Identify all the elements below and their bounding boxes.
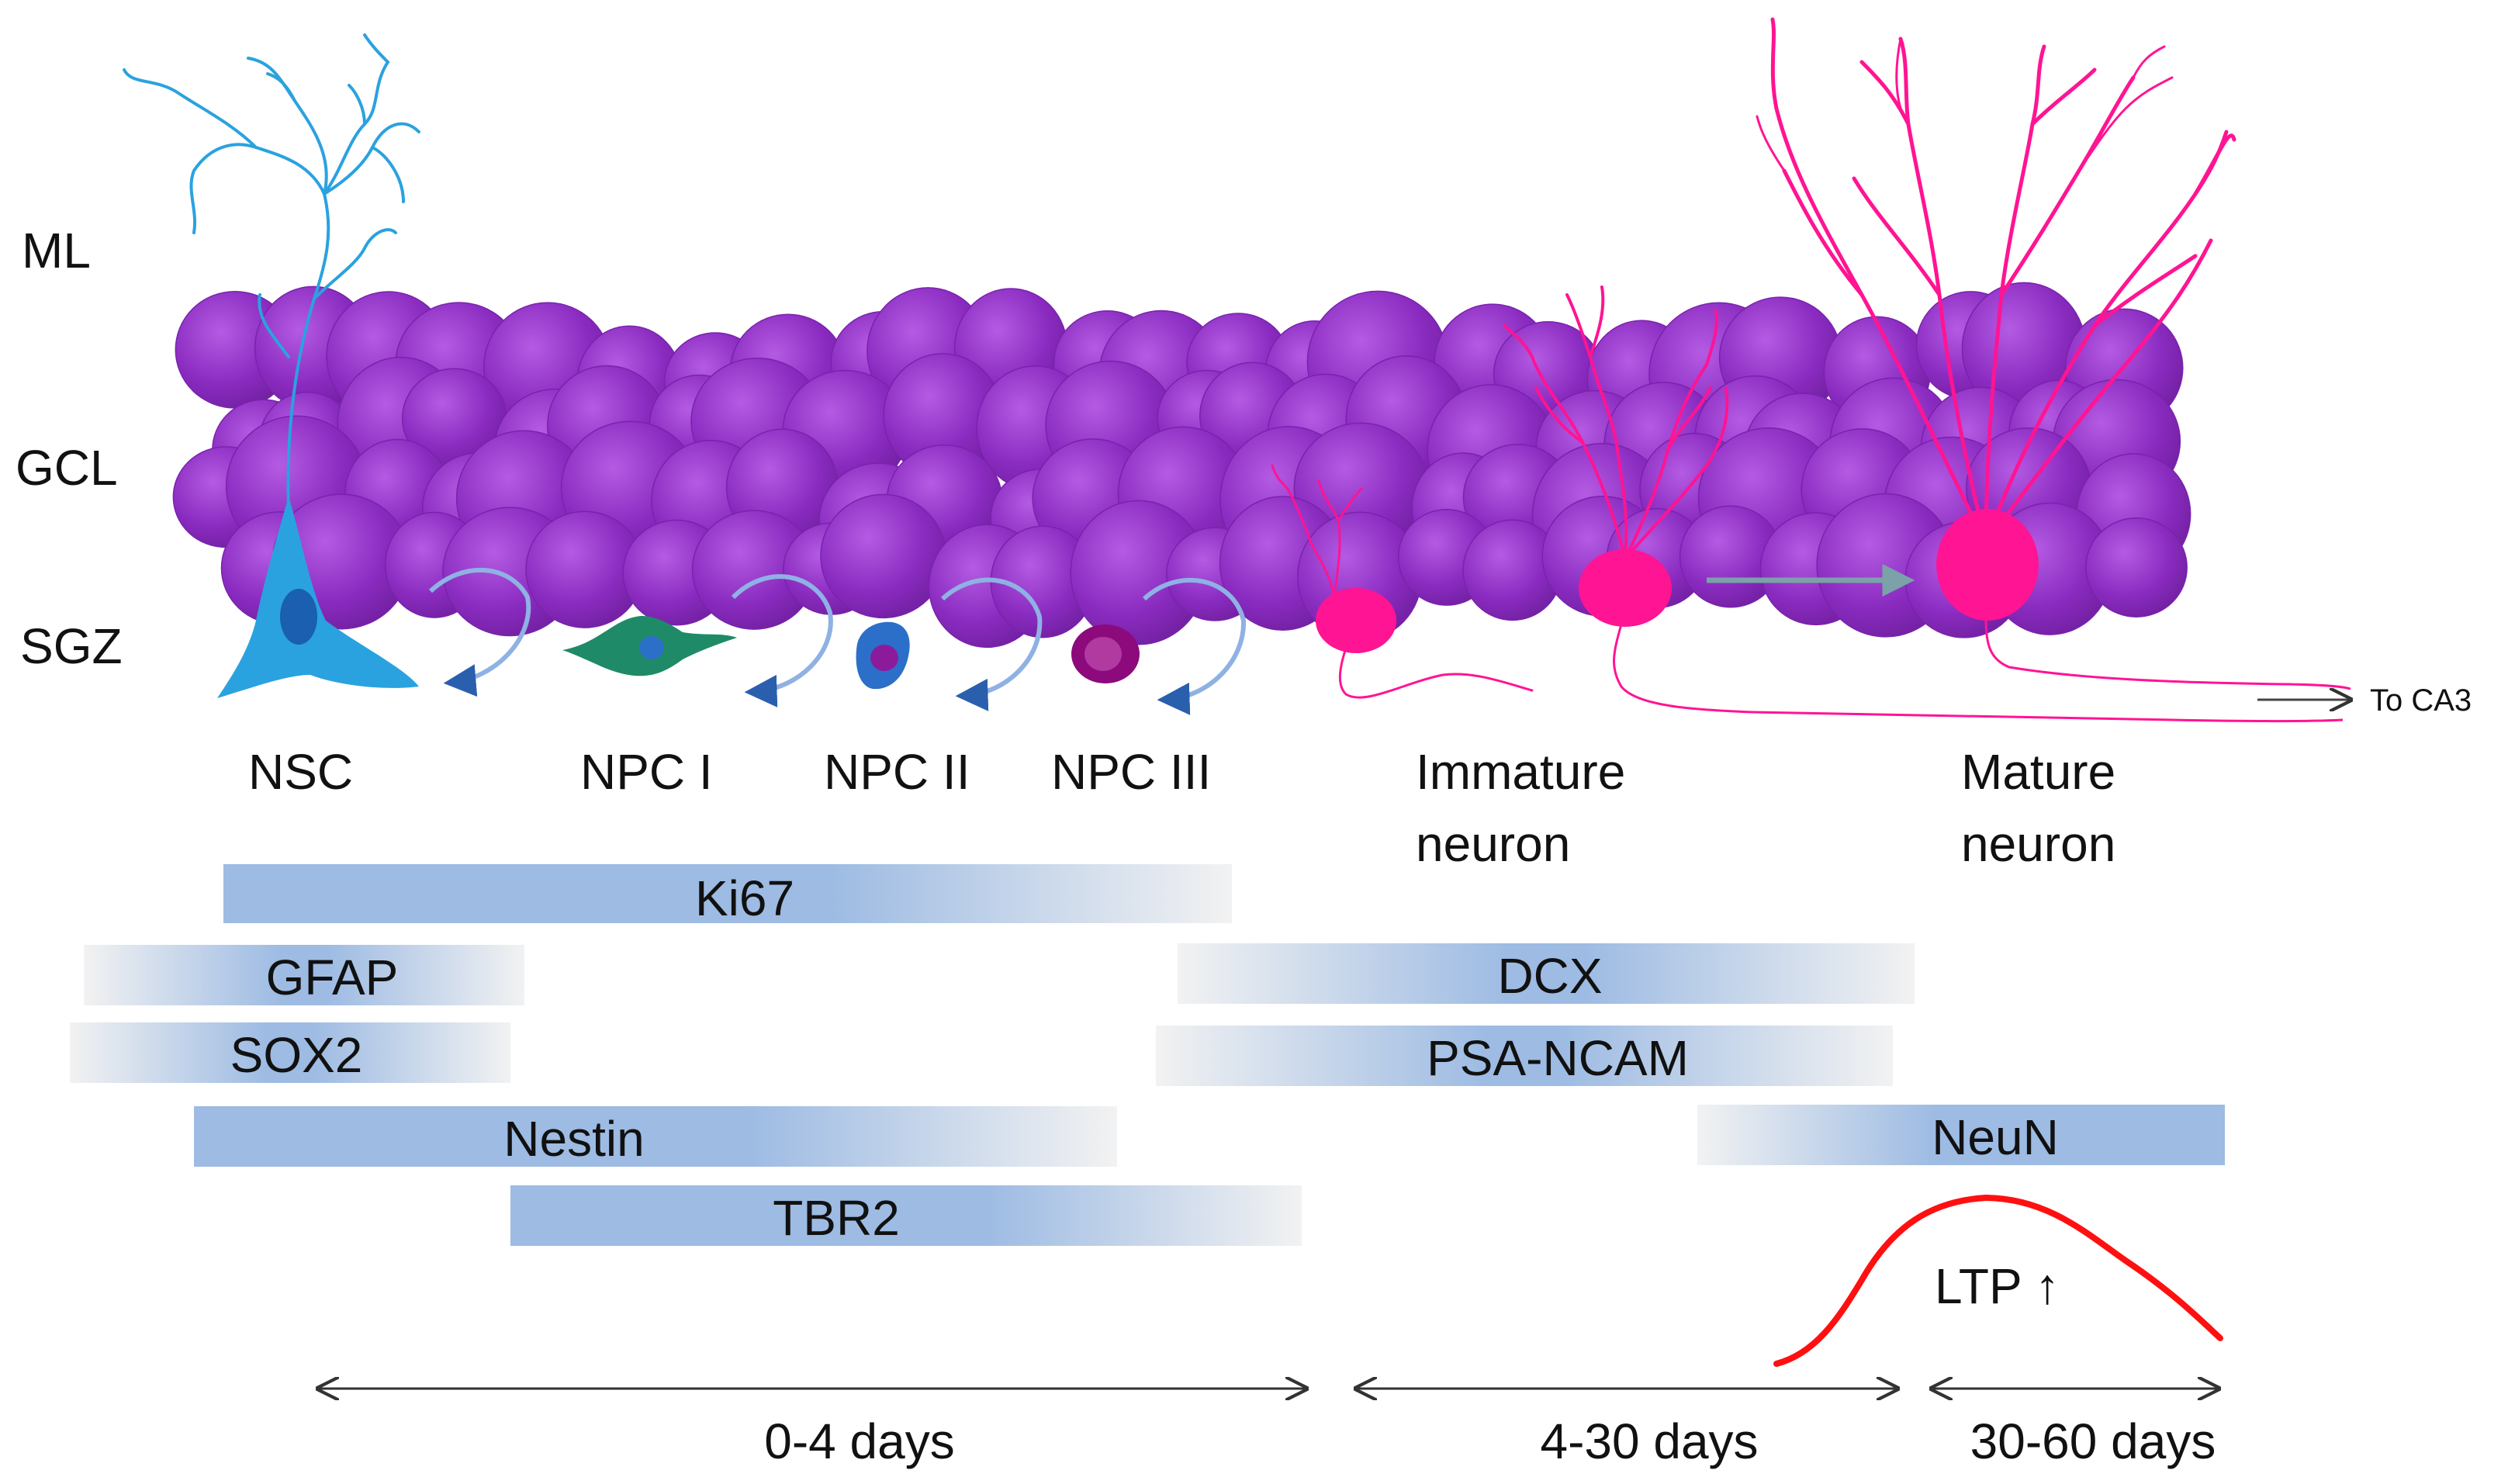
marker-label-psa-ncam: PSA-NCAM <box>1427 1030 1689 1086</box>
marker-bar-dcx <box>1178 943 1915 1004</box>
granule-cell <box>2085 517 2188 617</box>
npc2-cell <box>856 621 910 690</box>
npc1-cell <box>562 616 737 676</box>
layer-label-gcl: GCL <box>16 440 118 496</box>
cell-label-npc3: NPC III <box>1051 744 1211 800</box>
division-arrow <box>940 577 1043 711</box>
marker-label-ki67: Ki67 <box>695 870 794 926</box>
cell-label-nsc: NSC <box>248 744 353 800</box>
immature-neuron <box>1503 285 2344 722</box>
division-arrows <box>428 567 1247 715</box>
layer-label-ml: ML <box>22 223 91 278</box>
marker-bar-sox2 <box>70 1022 510 1083</box>
marker-bar-tbr2 <box>510 1185 1302 1246</box>
ltp-label: LTP ↑ <box>1935 1258 2060 1314</box>
cell-label-mature-line1: Mature <box>1961 744 2115 800</box>
nsc-cell <box>123 33 420 698</box>
marker-label-sox2: SOX2 <box>230 1027 363 1083</box>
granule-cell <box>820 493 946 619</box>
division-arrow <box>428 567 531 697</box>
division-arrow <box>731 574 833 707</box>
marker-label-gfap: GFAP <box>266 950 399 1005</box>
granule-cell-layer <box>172 282 2191 649</box>
layer-label-sgz: SGZ <box>20 618 123 674</box>
marker-label-dcx: DCX <box>1497 948 1602 1004</box>
marker-label-tbr2: TBR2 <box>773 1190 900 1246</box>
cell-label-npc1: NPC I <box>580 744 713 800</box>
cell-label-immature-line2: neuron <box>1416 816 1570 872</box>
timeline-label-phase2: 4-30 days <box>1540 1413 1758 1469</box>
timeline-label-phase3: 30-60 days <box>1970 1413 2216 1469</box>
marker-bar-psa-ncam <box>1156 1026 1893 1086</box>
npc3-cell <box>1071 624 1140 683</box>
marker-label-neun: NeuN <box>1932 1109 2059 1165</box>
ltp-curve <box>1773 1194 2223 1367</box>
ca3-projection-label: To CA3 <box>2370 683 2472 718</box>
cell-label-immature-line1: Immature <box>1416 744 1625 800</box>
cell-label-npc2: NPC II <box>824 744 970 800</box>
timeline-label-phase1: 0-4 days <box>764 1413 954 1469</box>
marker-bar-gfap <box>84 945 524 1005</box>
marker-bar-ki67 <box>223 864 1232 923</box>
mature-neuron <box>1756 17 2351 690</box>
division-arrow <box>1142 578 1247 715</box>
cell-label-mature-line2: neuron <box>1961 816 2115 872</box>
early-immature-neuron <box>1271 464 1534 699</box>
marker-label-nestin: Nestin <box>503 1111 644 1167</box>
marker-bar-nestin <box>194 1106 1117 1167</box>
marker-bar-neun <box>1697 1105 2225 1165</box>
